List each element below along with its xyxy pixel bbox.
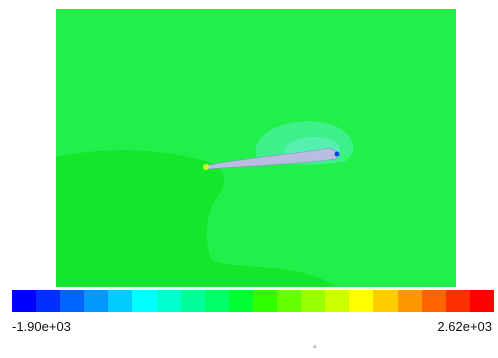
colorbar-swatch [445,290,470,312]
colorbar-swatch [397,290,422,312]
colorbar-swatch [252,290,278,312]
colorbar-swatch [373,290,398,312]
colorbar-swatch [277,290,302,312]
contour-field [56,9,456,287]
leading-stagnation-point [203,164,209,170]
colorbar-swatch [12,290,37,312]
colorbar-swatch [156,290,181,312]
colorbar-swatch [132,290,157,312]
colorbar-swatch [228,290,253,312]
colorbar-swatch [325,290,350,312]
colorbar-swatch [421,290,446,312]
colorbar-swatch [60,290,85,312]
colorbar-swatch [204,290,229,312]
degree-mark: ° [313,344,317,354]
colorbar-swatch [36,290,61,312]
trailing-edge-point [334,151,340,157]
trailing-wake-point [344,155,348,159]
contour-plot [56,9,456,287]
lower-pressure-region [56,150,336,287]
colorbar-swatch [180,290,205,312]
colorbar-max-label: 2.62e+03 [437,319,492,334]
colorbar-swatch [469,290,494,312]
colorbar-swatch [349,290,374,312]
colorbar-swatch [301,290,326,312]
colorbar [12,290,494,312]
colorbar-swatch [84,290,109,312]
colorbar-swatch [108,290,133,312]
colorbar-min-label: -1.90e+03 [12,319,71,334]
